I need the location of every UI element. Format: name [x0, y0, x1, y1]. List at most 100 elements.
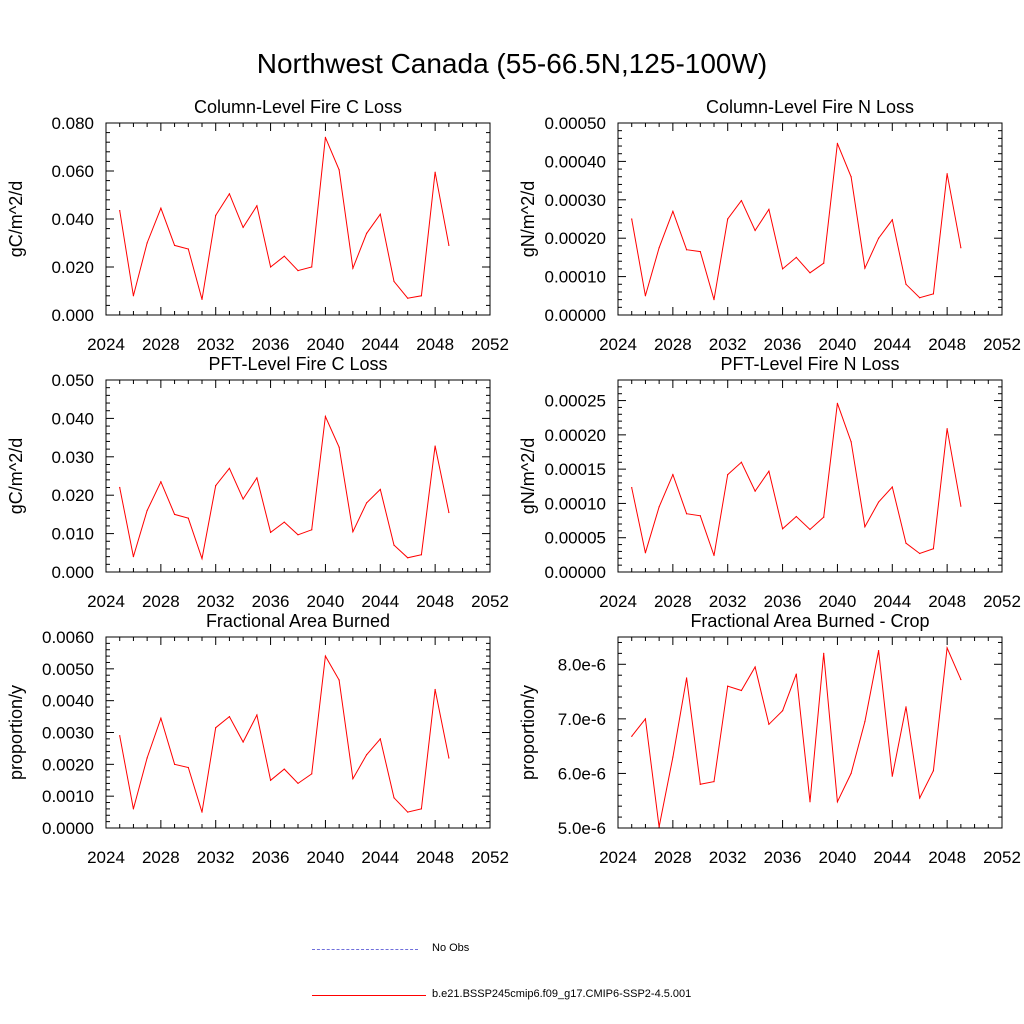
series-line	[631, 403, 962, 556]
x-tick-label: 2052	[983, 335, 1021, 354]
chart-panel: Fractional Area Burned - Crop proportion/…	[518, 611, 1021, 867]
x-tick-label: 2048	[928, 592, 966, 611]
data-point	[919, 552, 921, 555]
data-point	[960, 247, 962, 249]
legend-obs-line	[312, 949, 418, 950]
data-point	[699, 783, 701, 785]
chart-panel: Column-Level Fire N Loss gN/m^2/d 2024 2028…	[518, 97, 1021, 354]
data-point	[836, 142, 839, 144]
data-point	[352, 531, 354, 533]
data-point	[201, 811, 203, 813]
x-tick-label: 2028	[142, 335, 180, 354]
data-point	[434, 688, 436, 691]
y-tick-label: 0.00050	[545, 114, 606, 133]
chart-panel: PFT-Level Fire N Loss gN/m^2/d 2024 2028 203…	[518, 354, 1021, 611]
data-point	[228, 715, 231, 718]
data-point	[685, 249, 688, 251]
series-line	[631, 645, 962, 827]
panel-title: PFT-Level Fire C Loss	[208, 354, 387, 374]
x-tick-label: 2024	[87, 848, 125, 867]
x-tick-label: 2032	[709, 592, 747, 611]
data-point	[864, 267, 866, 269]
x-tick-label: 2048	[416, 335, 454, 354]
y-tick-label: 0.080	[51, 114, 94, 133]
y-tick-label: 0.040	[51, 210, 94, 229]
y-axis-label: proportion/y	[6, 685, 26, 780]
data-point	[836, 402, 839, 404]
data-point	[132, 808, 135, 810]
x-tick-label: 2032	[197, 335, 235, 354]
series-line	[119, 654, 450, 813]
x-tick-label: 2040	[307, 335, 345, 354]
data-point	[823, 516, 825, 518]
x-tick-label: 2032	[709, 335, 747, 354]
chart-panel: Fractional Area Burned proportion/y 2024 20…	[6, 611, 509, 867]
data-point	[201, 298, 203, 300]
y-tick-label: 0.00020	[545, 426, 606, 445]
x-tick-label: 2052	[471, 848, 509, 867]
data-point	[658, 826, 660, 828]
data-point	[768, 470, 770, 472]
data-point	[379, 738, 381, 740]
y-tick-label: 0.00000	[545, 306, 606, 325]
data-point	[324, 415, 327, 418]
data-point	[173, 763, 176, 765]
data-point	[644, 295, 647, 297]
data-point	[727, 685, 729, 687]
y-tick-label: 5.0e-6	[558, 819, 606, 838]
series-line	[119, 414, 450, 561]
y-tick-label: 8.0e-6	[558, 655, 606, 674]
y-tick-label: 0.040	[51, 409, 94, 428]
data-point	[768, 208, 770, 210]
data-point	[173, 513, 176, 516]
y-tick-label: 0.0050	[42, 660, 94, 679]
y-tick-label: 0.00010	[545, 494, 606, 513]
data-point	[407, 297, 409, 299]
data-point	[891, 775, 893, 777]
y-tick-label: 0.010	[51, 525, 94, 544]
data-point	[864, 720, 866, 723]
x-tick-label: 2036	[764, 335, 802, 354]
data-point	[160, 481, 162, 483]
chart-panel: Column-Level Fire C Loss gC/m^2/d 2024 2028…	[6, 97, 509, 354]
data-point	[823, 652, 825, 654]
data-point	[672, 756, 674, 758]
data-point	[685, 677, 688, 679]
data-point	[324, 136, 327, 138]
data-point	[448, 244, 450, 246]
data-point	[631, 735, 633, 737]
y-tick-label: 0.0010	[42, 787, 94, 806]
data-point	[699, 251, 701, 253]
data-point	[420, 295, 423, 297]
x-tick-label: 2044	[361, 335, 399, 354]
x-tick-label: 2040	[819, 335, 857, 354]
plot-frame	[105, 122, 491, 316]
data-point	[713, 299, 715, 301]
data-point	[146, 509, 148, 512]
x-tick-label: 2044	[873, 335, 911, 354]
data-point	[407, 811, 409, 813]
x-tick-label: 2028	[654, 592, 692, 611]
data-point	[434, 445, 436, 447]
data-point	[809, 528, 811, 531]
y-tick-label: 0.00000	[545, 563, 606, 582]
data-point	[809, 801, 811, 803]
x-tick-label: 2032	[709, 848, 747, 867]
data-point	[146, 242, 148, 244]
series-line	[631, 143, 962, 300]
y-axis-label: gN/m^2/d	[518, 181, 538, 257]
y-tick-label: 0.000	[51, 306, 94, 325]
x-tick-label: 2052	[471, 592, 509, 611]
data-point	[283, 521, 285, 523]
data-point	[631, 218, 633, 220]
data-point	[448, 511, 450, 514]
data-point	[919, 797, 921, 799]
data-point	[877, 501, 880, 503]
data-point	[713, 781, 715, 783]
y-axis-label: gC/m^2/d	[6, 438, 26, 514]
data-point	[754, 229, 756, 232]
y-tick-label: 0.00040	[545, 152, 606, 171]
y-axis-label: proportion/y	[518, 685, 538, 780]
chart-panel: PFT-Level Fire C Loss gC/m^2/d 2024 2028 203…	[6, 354, 509, 611]
x-tick-label: 2036	[764, 592, 802, 611]
